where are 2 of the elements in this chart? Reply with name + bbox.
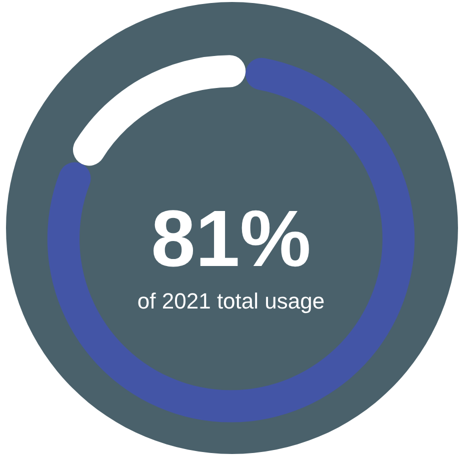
data-label: 81%: [150, 194, 312, 284]
text: of 2021 total usage: [137, 288, 325, 314]
